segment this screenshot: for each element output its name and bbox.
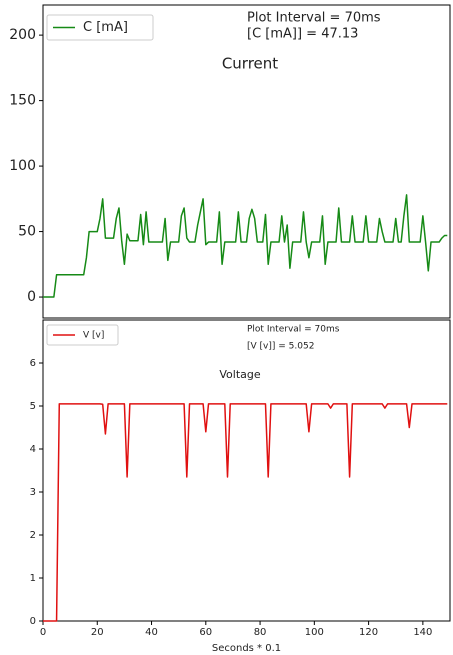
legend-box [46, 14, 154, 41]
y-tick-label: 3 [30, 487, 36, 498]
x-tick-label: 60 [199, 627, 212, 638]
x-tick-label: 0 [40, 627, 46, 638]
y-tick-label: 0 [27, 289, 36, 305]
legend-label: C [mA] [83, 20, 128, 35]
annotation: [C [mA]] = 47.13 [247, 27, 358, 42]
y-tick-label: 2 [30, 530, 36, 541]
legend-label: V [v] [83, 331, 104, 341]
plot-area [42, 319, 451, 622]
x-tick-label: 40 [145, 627, 158, 638]
plot-area [42, 4, 451, 319]
data-line [43, 194, 448, 298]
x-axis-label: Seconds * 0.1 [212, 643, 281, 654]
chart-title: Current [222, 55, 278, 73]
x-tick-label: 80 [254, 627, 267, 638]
y-tick-label: 1 [30, 573, 36, 584]
annotation: Plot Interval = 70ms [247, 325, 340, 335]
x-tick-label: 120 [359, 627, 378, 638]
y-tick-label: 50 [18, 224, 36, 240]
annotation: [V [v]] = 5.052 [247, 342, 314, 352]
x-tick-label: 100 [305, 627, 324, 638]
y-tick-label: 150 [9, 93, 36, 109]
y-tick-label: 4 [30, 444, 36, 455]
chart-title: Voltage [219, 368, 260, 381]
y-tick-label: 100 [9, 158, 36, 174]
x-tick-label: 20 [91, 627, 104, 638]
data-line [43, 403, 448, 622]
annotation: Plot Interval = 70ms [247, 11, 381, 26]
x-tick-label: 140 [413, 627, 432, 638]
y-tick-label: 5 [30, 401, 36, 412]
y-tick-label: 0 [30, 616, 36, 627]
y-tick-label: 6 [30, 358, 36, 369]
legend-box [46, 324, 119, 346]
y-tick-label: 200 [9, 27, 36, 43]
